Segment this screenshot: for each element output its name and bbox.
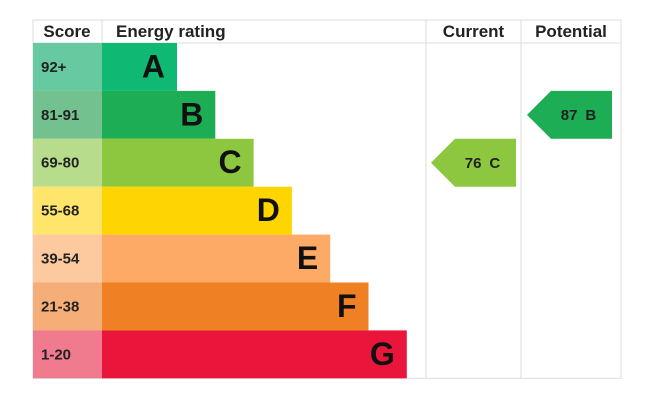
score-label: 81-91 [41,107,79,124]
score-cell [33,138,102,187]
potential-value: 87 [561,107,578,124]
potential-letter: B [585,107,596,124]
rating-letter: G [370,336,395,372]
current-arrow [431,138,516,187]
score-cell [33,43,102,91]
current-label: 76 C [465,155,501,172]
score-label: 69-80 [41,155,79,172]
column-header: Energy rating [116,22,226,41]
current-value: 76 [465,155,482,172]
score-cell [33,282,102,331]
score-label: 92+ [41,59,67,76]
current-letter: C [489,155,500,172]
rating-bar [102,234,331,283]
score-label: 39-54 [41,251,80,268]
score-cell [33,330,102,379]
rating-bar [102,282,369,331]
score-cell [33,234,102,283]
score-label: 21-38 [41,298,79,315]
rating-letter: B [180,96,203,132]
rating-bar [102,186,292,235]
rating-letter: F [337,288,357,324]
score-label: 55-68 [41,203,79,220]
rating-bar [102,43,177,91]
column-header: Potential [535,22,607,41]
score-cell [33,90,102,139]
rating-letter: C [218,144,241,180]
rating-letter: E [297,240,318,276]
score-cell [33,186,102,235]
rating-letter: A [142,48,165,84]
rating-bar [102,90,216,139]
rating-bar [102,138,254,187]
score-label: 1-20 [41,346,71,363]
potential-label: 87 B [561,107,597,124]
column-header: Current [443,22,505,41]
rating-letter: D [257,192,280,228]
column-header: Score [43,22,90,41]
potential-arrow [527,90,612,139]
rating-bar [102,330,407,379]
